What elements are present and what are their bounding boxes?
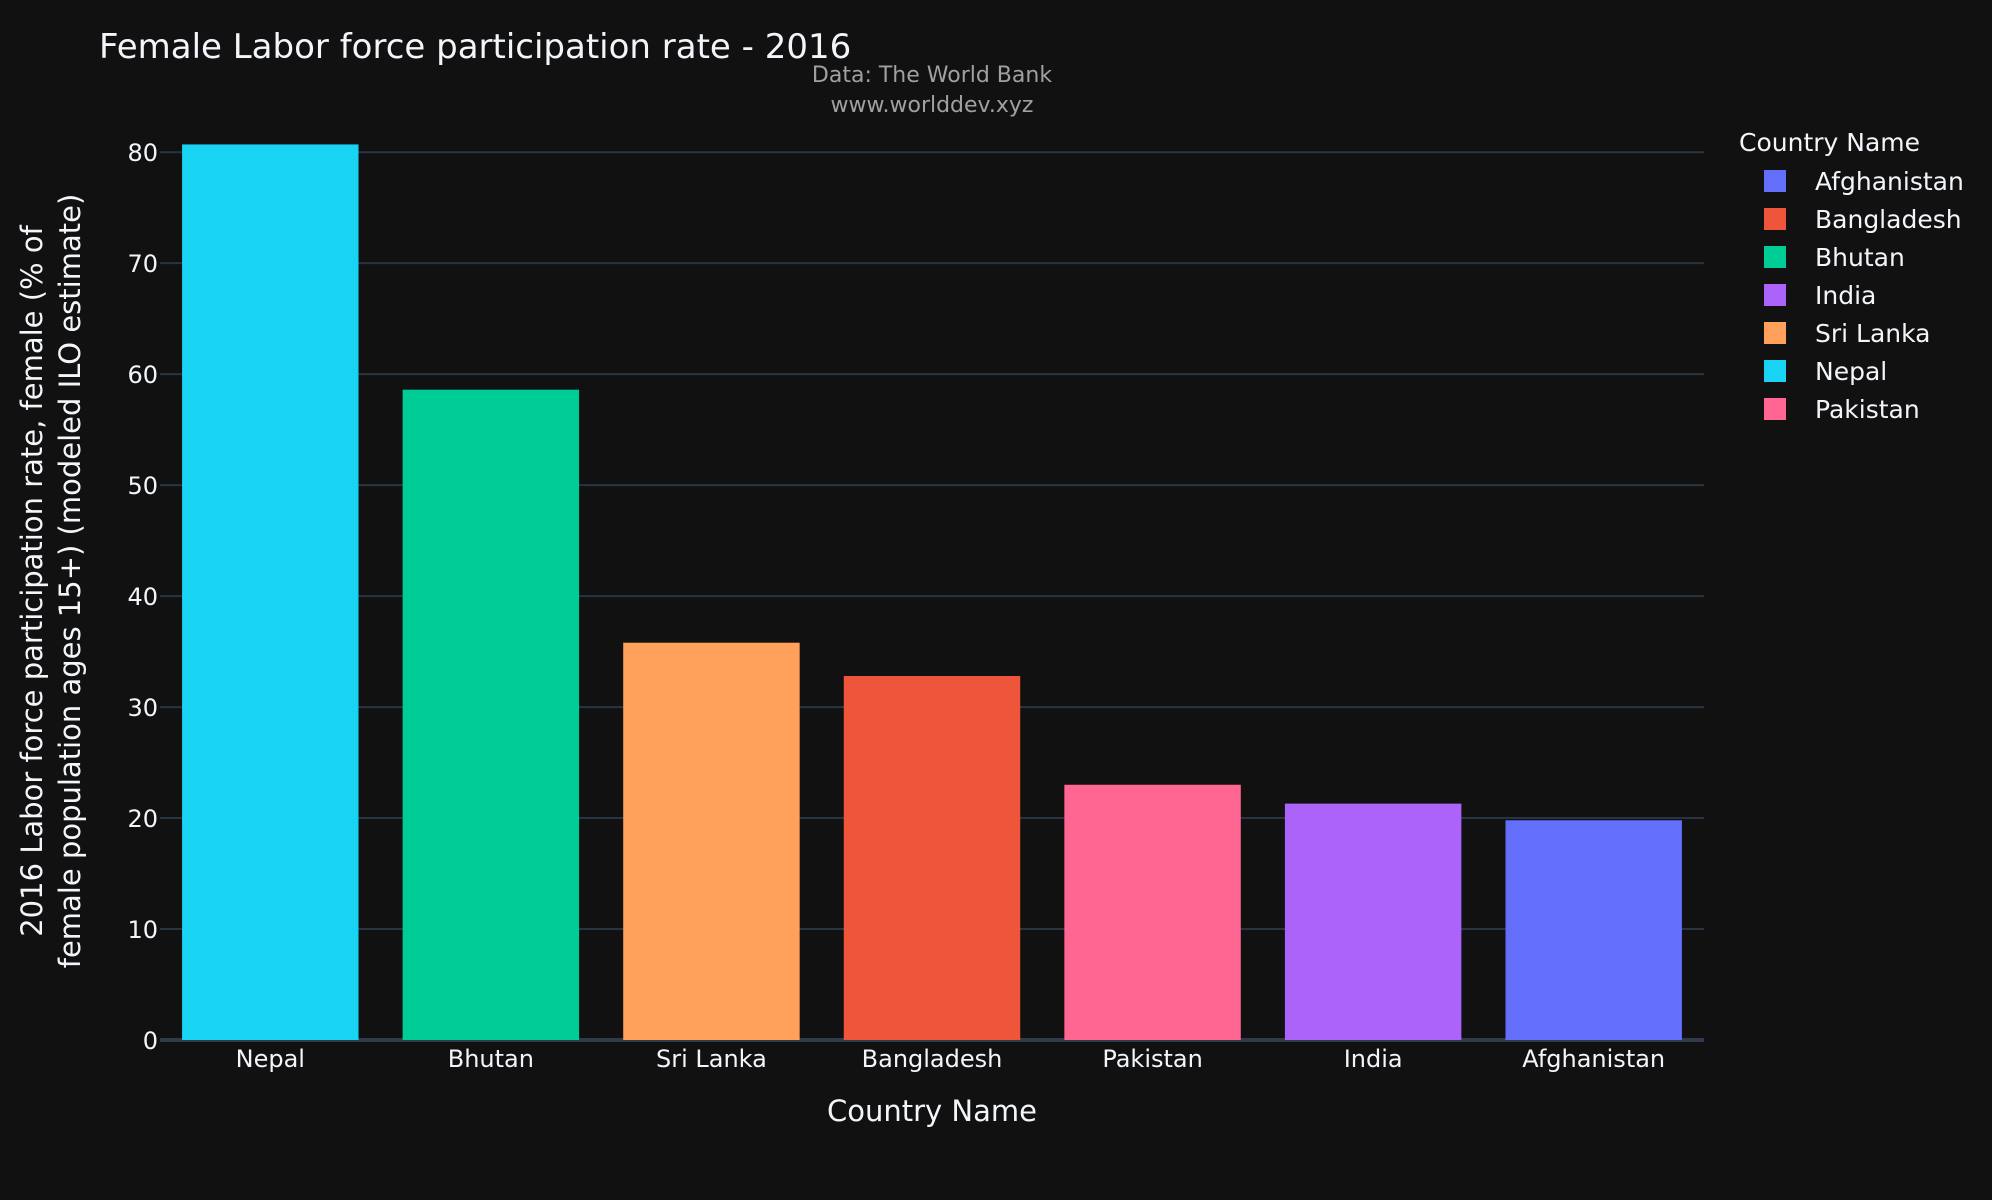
legend-item-nepal[interactable]: Nepal (1764, 357, 1887, 386)
legend-label-bhutan: Bhutan (1815, 243, 1905, 272)
x-axis-title: Country Name (827, 1094, 1037, 1128)
legend-swatch-nepal (1764, 360, 1786, 382)
legend-label-nepal: Nepal (1815, 357, 1887, 386)
bar-sri-lanka (623, 642, 800, 1040)
legend-item-bhutan[interactable]: Bhutan (1764, 243, 1905, 272)
legend-swatch-pakistan (1764, 398, 1786, 420)
legend-label-sri-lanka: Sri Lanka (1815, 319, 1931, 348)
x-tick-label-pakistan: Pakistan (1102, 1045, 1203, 1073)
y-axis-title-line2: female population ages 15+) (modeled ILO… (53, 194, 87, 969)
y-tick-label-70: 70 (127, 250, 158, 278)
x-axis-ticks: Nepal Bhutan Sri Lanka Bangladesh Pakistan In… (236, 1045, 1666, 1073)
y-tick-label-30: 30 (127, 694, 158, 722)
legend-item-sri-lanka[interactable]: Sri Lanka (1764, 319, 1931, 348)
y-tick-label-50: 50 (127, 472, 158, 500)
legend-swatch-afghanistan (1764, 170, 1786, 192)
bar-bhutan (402, 389, 580, 1040)
legend-label-pakistan: Pakistan (1815, 395, 1920, 424)
y-axis-title: 2016 Labor force participation rate, fem… (15, 194, 87, 969)
legend-item-india[interactable]: India (1764, 281, 1876, 310)
y-tick-label-80: 80 (127, 139, 158, 167)
y-tick-label-10: 10 (127, 916, 158, 944)
bar-pakistan (1064, 784, 1241, 1040)
legend-item-pakistan[interactable]: Pakistan (1764, 395, 1920, 424)
legend-title: Country Name (1739, 128, 1920, 157)
legend-label-india: India (1815, 281, 1876, 310)
bar-afghanistan (1505, 820, 1682, 1040)
legend-swatch-sri-lanka (1764, 322, 1786, 344)
legend-swatch-bangladesh (1764, 208, 1786, 230)
x-tick-label-bhutan: Bhutan (448, 1045, 534, 1073)
bars (182, 144, 1682, 1041)
legend-label-bangladesh: Bangladesh (1815, 205, 1962, 234)
legend: Country Name Afghanistan Bangladesh Bhutan… (1739, 128, 1964, 424)
chart-subtitle-source: Data: The World Bank (812, 63, 1052, 88)
x-tick-label-india: India (1344, 1045, 1403, 1073)
x-tick-label-bangladesh: Bangladesh (862, 1045, 1003, 1073)
legend-item-bangladesh[interactable]: Bangladesh (1764, 205, 1962, 234)
y-axis-title-line1: 2016 Labor force participation rate, fem… (15, 224, 49, 936)
y-axis-ticks: 0 10 20 30 40 50 60 70 80 (127, 139, 158, 1055)
legend-swatch-bhutan (1764, 246, 1786, 268)
y-tick-label-40: 40 (127, 583, 158, 611)
bar-bangladesh (843, 676, 1021, 1040)
legend-label-afghanistan: Afghanistan (1815, 167, 1964, 196)
x-tick-label-afghanistan: Afghanistan (1522, 1045, 1665, 1073)
legend-swatch-india (1764, 284, 1786, 306)
bar-nepal (182, 144, 359, 1041)
x-tick-label-sri-lanka: Sri Lanka (656, 1045, 767, 1073)
chart-subtitle-url: www.worlddev.xyz (831, 93, 1034, 118)
chart-title: Female Labor force participation rate - … (99, 27, 851, 67)
y-tick-label-20: 20 (127, 805, 158, 833)
y-tick-label-60: 60 (127, 361, 158, 389)
legend-item-afghanistan[interactable]: Afghanistan (1764, 167, 1964, 196)
bar-india (1284, 803, 1462, 1040)
y-tick-label-0: 0 (143, 1027, 158, 1055)
x-tick-label-nepal: Nepal (236, 1045, 305, 1073)
